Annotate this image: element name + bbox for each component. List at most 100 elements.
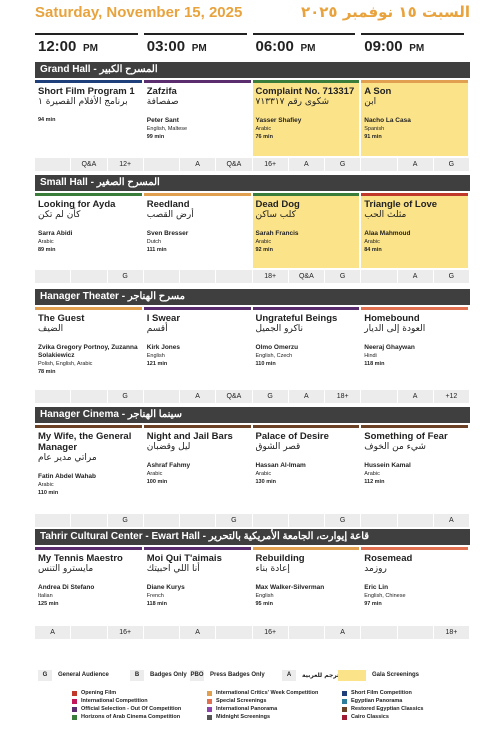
film-title: I Swear: [146, 313, 181, 324]
time: 03:00: [146, 38, 186, 55]
director: Sven Bresser: [146, 230, 189, 237]
tag-cell: G: [433, 270, 470, 283]
section-bar: [143, 80, 251, 83]
film-cell: Homebound العودة إلى الديار Neeraj Ghaywan…: [361, 307, 468, 388]
director: Zvika Gregory Portnoy, Zuzanna Solakiewi…: [38, 344, 138, 359]
tag-cell: A: [397, 270, 434, 283]
duration: 99 min: [146, 134, 165, 140]
film-title-ar: العودة إلى الديار: [364, 324, 426, 334]
duration: 110 min: [255, 361, 276, 367]
gala-swatch: [338, 670, 366, 681]
section-bar: [143, 193, 251, 196]
director: Andrea Di Stefano: [38, 584, 95, 591]
tag-cell: A: [397, 158, 434, 171]
tag-cell: G: [107, 270, 144, 283]
section-bar: [252, 193, 360, 196]
film-title: Triangle of Love: [364, 199, 438, 210]
tag-cell: [71, 270, 108, 283]
duration: 125 min: [38, 601, 59, 607]
language: English, Chinese: [364, 593, 406, 599]
film-cell: Looking for Ayda كأن لم تكن Sarra Abidi Ara…: [35, 193, 142, 268]
tag-cell: Q&A: [216, 390, 253, 403]
legend-section: Midnight Screenings: [216, 714, 271, 720]
film-title: Moi Qui T'aimais: [146, 553, 222, 564]
language: Polish, English, Arabic: [38, 361, 93, 367]
legend-section: Horizons of Arab Cinema Competition: [81, 714, 181, 720]
tag-cell: 16+: [252, 158, 289, 171]
tag-cell: 18+: [433, 626, 470, 639]
legend-code: G: [38, 670, 52, 681]
language: English: [146, 353, 165, 359]
time: 06:00: [255, 38, 294, 55]
film-cell: Palace of Desire قصر الشوق Hassan Al-Imam A…: [252, 425, 360, 512]
section-bar: [35, 193, 142, 196]
film-title-ar: ابن: [364, 97, 377, 107]
duration: 111 min: [146, 247, 167, 253]
film-cell: Moi Qui T'aimais أنا اللي احبيتك Diane Kur…: [143, 547, 251, 624]
film-cell: The Guest الضيف Zvika Gregory Portnoy, Zuz…: [35, 307, 142, 388]
director: Kirk Jones: [146, 344, 180, 351]
tag-cell: G: [107, 514, 144, 527]
tag-cell: [397, 514, 434, 527]
film-title-ar: إعادة بناء: [255, 564, 290, 574]
film-title-ar: شيء من الخوف: [364, 442, 426, 452]
legend-swatch: [342, 691, 347, 696]
legend-swatch: [72, 699, 77, 704]
tag-cell: A: [433, 514, 470, 527]
tag-cell: A: [180, 626, 217, 639]
director: Fatin Abdel Wahab: [38, 473, 97, 480]
film-cell: My Tennis Maestro مايسترو التنس Andrea Di …: [35, 547, 142, 624]
tag-cell: [361, 158, 398, 171]
film-cell: I Swear أقسم Kirk Jones English 121 min: [143, 307, 251, 388]
tag-cell: A: [180, 158, 217, 171]
duration: 94 min: [38, 117, 56, 123]
language: Arabic: [255, 239, 272, 245]
duration: 92 min: [255, 247, 273, 253]
tag-cell: [143, 390, 180, 403]
section-bar: [361, 193, 468, 196]
tag-cell: [252, 514, 289, 527]
film-title-ar: برنامج الأفلام القصيرة ١: [38, 97, 128, 107]
legend-section: International Competition: [81, 698, 148, 704]
director: Hussein Kamal: [364, 462, 411, 469]
director: Neeraj Ghaywan: [364, 344, 415, 351]
legend-swatch: [207, 691, 212, 696]
legend-section: Short Film Competition: [351, 690, 412, 696]
hall-header: Hanager Cinema - سينما الهناجر: [35, 407, 470, 423]
tag-cell: 18+: [325, 390, 362, 403]
tag-cell: +12: [433, 390, 470, 403]
film-title-ar: أرض القصب: [146, 210, 194, 220]
legend-section: Restored Egyptian Classics: [351, 706, 424, 712]
film-title-ar: شكوى رقم ٧١٣٣١٧: [255, 97, 330, 107]
gala-label: Gala Screenings: [372, 672, 420, 678]
film-title: My Tennis Maestro: [38, 553, 123, 564]
film-title: Rebuilding: [255, 553, 305, 564]
section-bar: [361, 80, 468, 83]
film-title-ar: روزمد: [364, 564, 387, 574]
film-title-ar: الضيف: [38, 324, 64, 334]
legend-section: Special Screenings: [216, 698, 267, 704]
director: Nacho La Casa: [364, 117, 411, 124]
section-bar: [143, 547, 251, 550]
tag-cell: A: [325, 626, 362, 639]
film-title: Something of Fear: [364, 431, 448, 442]
language: Spanish: [364, 126, 385, 132]
legend-section: Egyptian Panorama: [351, 698, 403, 704]
language: French: [146, 593, 164, 599]
film-cell: Complaint No. 713317 شكوى رقم ٧١٣٣١٧ Yasse…: [252, 80, 360, 156]
legend-section: Official Selection - Out Of Competition: [81, 706, 182, 712]
language: Hindi: [364, 353, 377, 359]
tag-cell: [216, 270, 253, 283]
film-title: Reedland: [146, 199, 190, 210]
tag-cell: 12+: [107, 158, 144, 171]
film-cell: Reedland أرض القصب Sven Bresser Dutch 111 mi…: [143, 193, 251, 268]
film-title-ar: كلب ساكن: [255, 210, 296, 220]
tag-cell: [216, 626, 253, 639]
tag-cell: A: [180, 390, 217, 403]
language: Arabic: [255, 126, 272, 132]
time-rule: [35, 33, 138, 35]
language: Arabic: [38, 239, 54, 245]
film-title: Homebound: [364, 313, 420, 324]
language: Italian: [38, 593, 53, 599]
